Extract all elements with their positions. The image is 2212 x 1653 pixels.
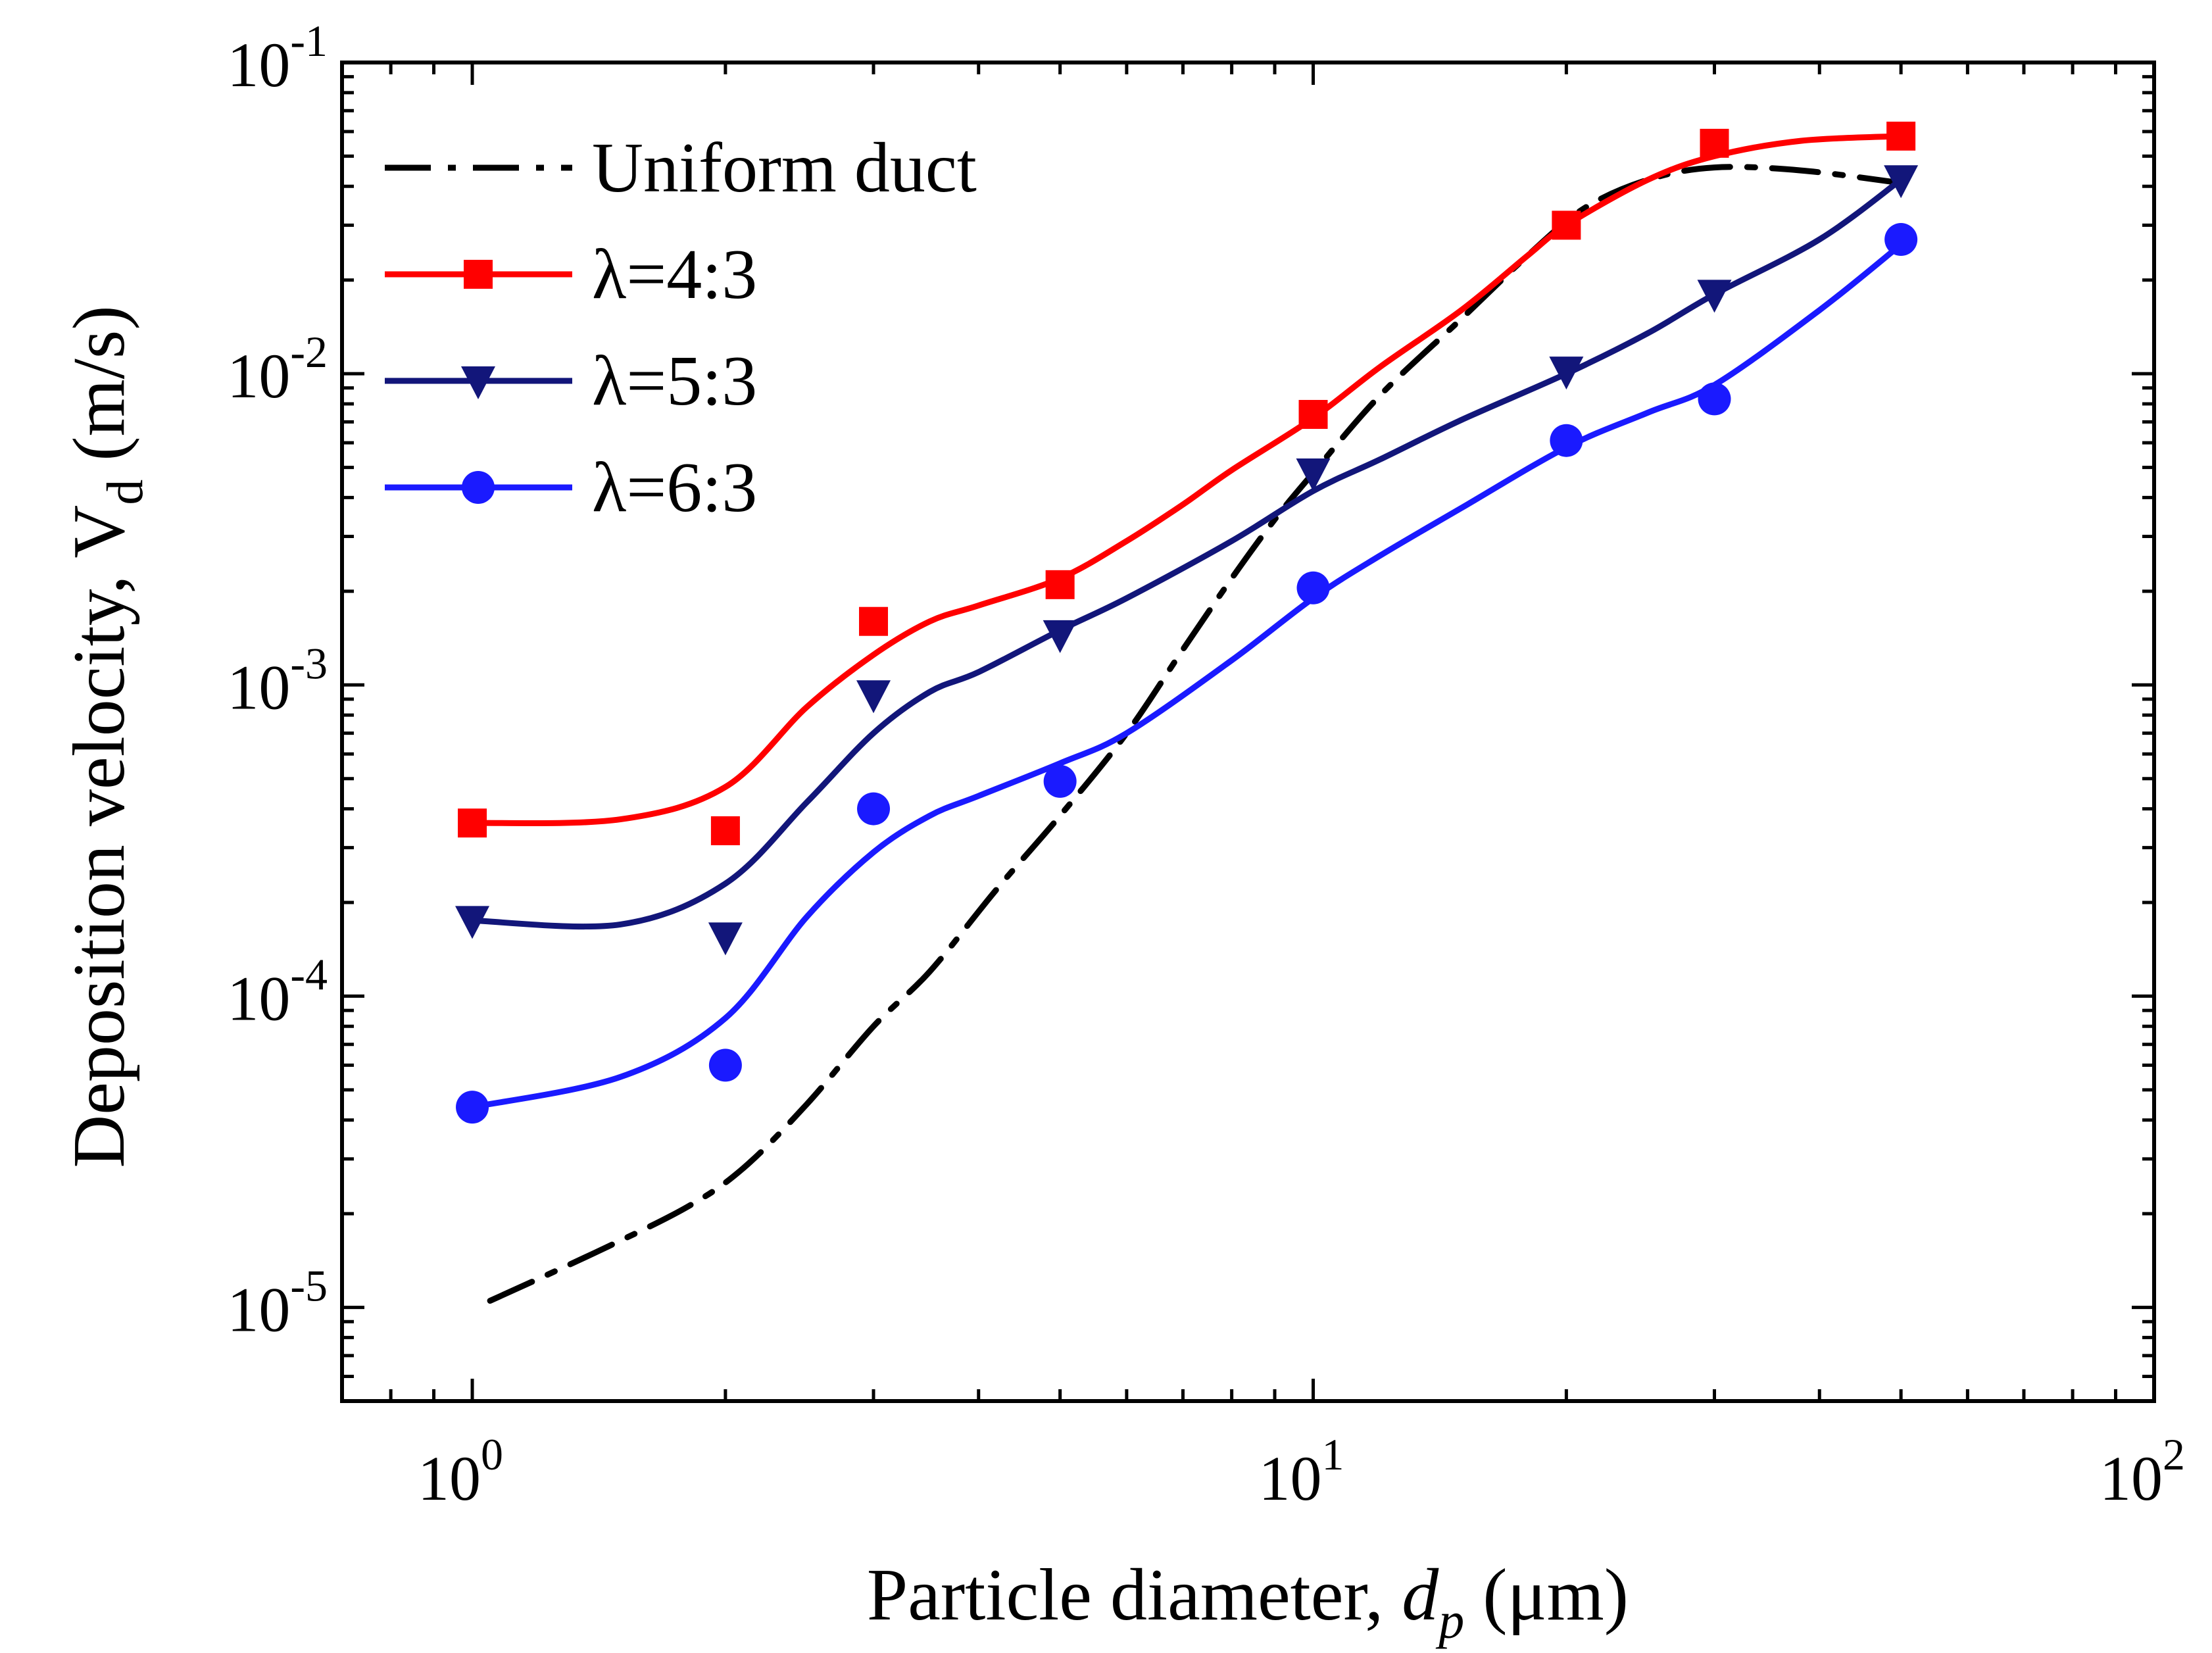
legend-marker-1 [464, 260, 493, 289]
series-1-point-4 [1298, 400, 1328, 430]
series-1-point-2 [859, 606, 889, 636]
legend-label-1: λ=4:3 [592, 235, 757, 314]
x-tick-labels: 100 101 102 [418, 1429, 2185, 1514]
series-3-point-7 [1884, 223, 1918, 257]
series-3-point-0 [456, 1091, 489, 1124]
series-2-point-7 [1884, 165, 1919, 199]
series-1-point-1 [710, 816, 740, 845]
legend-marker-2 [461, 366, 495, 399]
series-2-point-4 [1296, 458, 1331, 491]
series-2-point-1 [708, 922, 743, 956]
y-axis-title-prefix: Deposition velocity, V [59, 505, 140, 1168]
x-axis-title-var: d [1402, 1554, 1439, 1636]
series-line-2 [469, 176, 1904, 930]
legend-label-3: λ=6:3 [592, 449, 757, 527]
series-3-point-1 [708, 1049, 742, 1082]
y-tick-labels: 10-5 10-4 10-3 10-2 10-1 [227, 16, 328, 1345]
series-3-point-5 [1550, 424, 1583, 457]
series-2-point-3 [1043, 620, 1077, 653]
series-1-point-3 [1045, 570, 1075, 599]
x-tick-label-1: 101 [1259, 1429, 1344, 1514]
y-tick-label-4: 10-1 [227, 16, 328, 100]
series-2-point-2 [856, 680, 891, 714]
y-tick-label-0: 10-5 [227, 1261, 328, 1345]
series-1-point-7 [1886, 121, 1916, 151]
y-tick-label-2: 10-3 [227, 638, 328, 722]
series-line-1 [469, 133, 1904, 826]
series-1-point-0 [458, 808, 487, 838]
series-1-point-6 [1700, 128, 1729, 158]
series-curves [469, 133, 1904, 1304]
legend-marker-3 [462, 471, 495, 504]
series-1-point-5 [1552, 210, 1581, 240]
x-axis-title-suffix: (μm) [1464, 1554, 1629, 1636]
series-markers [455, 121, 1919, 1124]
y-axis-title: Deposition velocity, Vd (m/s) [59, 305, 153, 1168]
series-3-point-3 [1043, 764, 1077, 798]
series-3-point-2 [857, 792, 891, 826]
y-tick-label-3: 10-2 [227, 327, 328, 411]
y-axis-title-sub: d [96, 480, 153, 505]
x-axis-title-prefix: Particle diameter, [867, 1554, 1402, 1636]
series-line-3 [469, 241, 1904, 1110]
legend: Uniform duct λ=4:3 λ=5:3 λ=6:3 [385, 129, 977, 527]
axis-ticks [340, 61, 2154, 1403]
y-tick-label-1: 10-4 [227, 949, 328, 1033]
series-3-point-4 [1296, 571, 1330, 604]
series-2-point-5 [1549, 357, 1584, 390]
series-3-point-6 [1698, 382, 1731, 416]
legend-label-2: λ=5:3 [592, 342, 757, 420]
series-2-point-0 [455, 906, 490, 939]
series-line-0 [487, 164, 1904, 1304]
series-2-point-6 [1697, 280, 1732, 313]
x-axis-title: Particle diameter, dp (μm) [867, 1554, 1629, 1649]
legend-label-0: Uniform duct [592, 129, 977, 207]
x-tick-label-0: 100 [418, 1429, 503, 1514]
x-axis-title-sub: p [1435, 1592, 1464, 1649]
y-axis-title-suffix: (m/s) [59, 305, 140, 479]
x-tick-label-2: 102 [2100, 1429, 2185, 1514]
